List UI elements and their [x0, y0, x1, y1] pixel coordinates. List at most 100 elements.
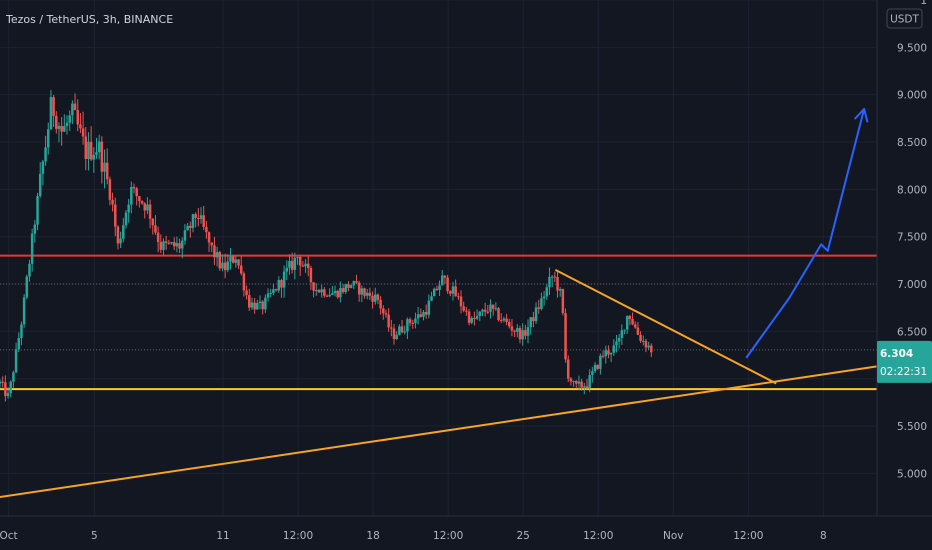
time-axis-panel[interactable]	[0, 516, 932, 550]
price-tick-label: 8.000	[897, 184, 927, 196]
candle-body	[197, 217, 200, 219]
candle-body	[633, 324, 637, 328]
candle-body	[443, 275, 447, 278]
candle-body	[553, 276, 557, 278]
candle-body	[454, 286, 457, 297]
candle-body	[609, 352, 613, 355]
candle-body	[558, 289, 562, 291]
candle-body	[577, 381, 581, 384]
candle-body	[508, 321, 511, 327]
candle-body	[596, 364, 599, 369]
candle-body	[306, 263, 310, 269]
candle-body	[130, 186, 133, 205]
currency-label: USDT	[890, 14, 919, 26]
candle-body	[108, 179, 112, 200]
candle-body	[615, 341, 618, 346]
candle-body	[148, 204, 152, 219]
candle-body	[537, 307, 540, 309]
candle-body	[451, 286, 455, 294]
candle-body	[601, 355, 605, 357]
time-tick-label: Nov	[663, 530, 684, 542]
candle-body	[341, 288, 345, 292]
candle-body	[57, 126, 61, 129]
candle-body	[465, 310, 468, 312]
symbol-title[interactable]: Tezos / TetherUS, 3h, BINANCE	[5, 13, 173, 26]
candle-body	[213, 245, 216, 258]
projection-arrowhead	[854, 107, 869, 123]
candle-body	[68, 115, 71, 123]
time-tick-label: 11	[216, 530, 229, 542]
candle-body	[207, 232, 211, 243]
price-tick-label: 8.500	[897, 137, 927, 149]
candle-body	[218, 252, 222, 269]
candle-body	[612, 345, 616, 353]
candle-body	[52, 97, 55, 116]
candle-body	[481, 309, 484, 312]
candle-body	[331, 293, 334, 295]
candle-body	[258, 301, 262, 303]
candle-body	[371, 295, 374, 302]
candle-body	[49, 97, 53, 130]
candle-body	[540, 298, 543, 309]
candle-body	[363, 288, 366, 296]
time-tick-label: 12:00	[733, 530, 763, 542]
candle-body	[256, 302, 259, 310]
candle-body	[114, 204, 117, 227]
candle-body	[127, 204, 130, 213]
candle-body	[309, 268, 313, 283]
candle-body	[65, 122, 69, 127]
candle-body	[631, 319, 634, 325]
candle-body	[146, 204, 149, 211]
candle-body	[14, 349, 18, 373]
candle-body	[323, 289, 326, 296]
candle-body	[250, 302, 254, 308]
projection-arrow	[745, 107, 869, 359]
candle-body	[223, 262, 227, 271]
candle-body	[599, 355, 602, 369]
candle-body	[320, 289, 323, 293]
candle-body	[315, 290, 318, 292]
candle-body	[167, 242, 171, 244]
candle-body	[317, 290, 321, 293]
candle-body	[282, 271, 286, 288]
time-tick-label: 12:00	[433, 530, 463, 542]
candle-body	[457, 296, 460, 298]
candle-body	[0, 381, 2, 384]
candle-body	[202, 215, 205, 228]
candle-body	[561, 289, 565, 314]
rising-support-trendline	[0, 365, 878, 499]
candle-body	[438, 285, 441, 291]
candle-body	[328, 294, 331, 297]
candle-body	[159, 242, 163, 250]
candle-body	[585, 386, 589, 389]
candle-body	[524, 330, 527, 336]
candle-body	[293, 257, 297, 270]
candle-body	[239, 265, 243, 274]
candle-body	[105, 162, 109, 180]
candle-body	[183, 230, 187, 241]
candle-body	[392, 328, 396, 340]
candle-body	[352, 281, 356, 286]
candle-body	[231, 256, 235, 263]
candle-body	[556, 276, 559, 291]
candle-body	[189, 225, 192, 228]
candle-body	[156, 232, 160, 243]
candle-body	[162, 241, 165, 250]
candle-body	[593, 364, 597, 372]
candle-body	[205, 227, 208, 233]
candle-body	[408, 319, 412, 323]
candle-body	[478, 311, 482, 316]
candle-body	[486, 311, 490, 313]
projection-path	[745, 108, 866, 359]
candle-body	[304, 263, 307, 267]
candle-body	[194, 214, 197, 218]
candle-body	[164, 241, 168, 243]
candle-body	[274, 289, 278, 291]
candle-body	[398, 326, 401, 335]
currency-badge-bg	[886, 8, 923, 29]
trendlines	[0, 268, 878, 499]
candle-body	[459, 296, 463, 307]
price-axis-panel[interactable]	[877, 0, 932, 516]
currency-badge[interactable]: USDT	[886, 8, 923, 29]
